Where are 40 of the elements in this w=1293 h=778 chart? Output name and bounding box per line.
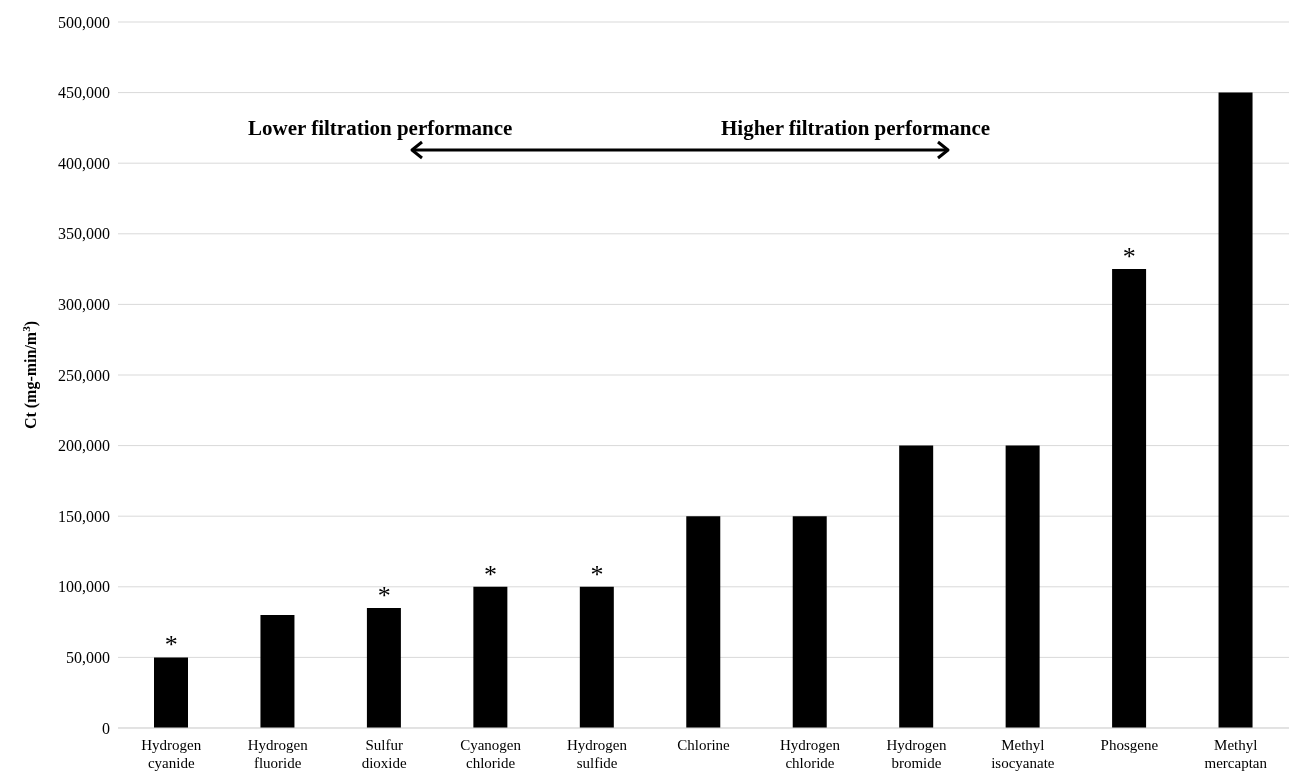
y-tick-label: 150,000: [58, 507, 110, 525]
bar: [686, 516, 721, 728]
y-tick-label: 100,000: [58, 578, 110, 596]
y-tick-label: 250,000: [58, 366, 110, 384]
bar: [260, 615, 295, 728]
annotation: *: [590, 559, 604, 589]
x-tick-label: Hydrogen fluoride: [247, 737, 309, 771]
bar: [154, 657, 188, 728]
x-tick-label: Phosgene: [1100, 737, 1159, 753]
y-tick-label: 450,000: [58, 84, 110, 102]
x-tick-label: Sulfur dioxide: [361, 737, 407, 771]
bar: [473, 586, 508, 728]
x-tick-label: Methyl mercaptan: [1204, 737, 1268, 771]
bar: [1218, 92, 1253, 728]
y-tick-label: 300,000: [58, 296, 110, 314]
annotation: *: [377, 580, 391, 610]
x-tick-label: Hydrogen sulfide: [567, 737, 628, 771]
y-tick-label: 0: [102, 719, 110, 737]
x-tick-label: Hydrogen chloride: [779, 737, 841, 771]
y-tick-label: 50,000: [66, 649, 110, 667]
y-tick-label: 350,000: [58, 225, 110, 243]
x-tick-label: Methyl isocyanate: [991, 737, 1055, 771]
y-tick-label: 200,000: [58, 437, 110, 455]
x-tick-label: Chlorine: [677, 737, 731, 753]
y-tick-label: 500,000: [58, 13, 110, 31]
bar: [1005, 445, 1040, 728]
bar: [1112, 269, 1147, 728]
bar: [579, 586, 614, 728]
bar: [899, 445, 934, 728]
x-tick-label: Cyanogen chloride: [460, 737, 522, 771]
annotation: *: [164, 630, 178, 660]
x-tick-label: Hydrogen bromide: [886, 737, 947, 771]
annotation: Lower filtration performance: [248, 116, 513, 141]
annotation: *: [484, 559, 498, 589]
x-tick-label: Hydrogen cyanide: [141, 737, 202, 771]
y-tick-label: 400,000: [58, 154, 110, 172]
annotation: *: [1122, 242, 1136, 272]
annotation: Higher filtration performance: [721, 116, 991, 141]
bar: [366, 607, 401, 728]
bar: [792, 516, 827, 728]
